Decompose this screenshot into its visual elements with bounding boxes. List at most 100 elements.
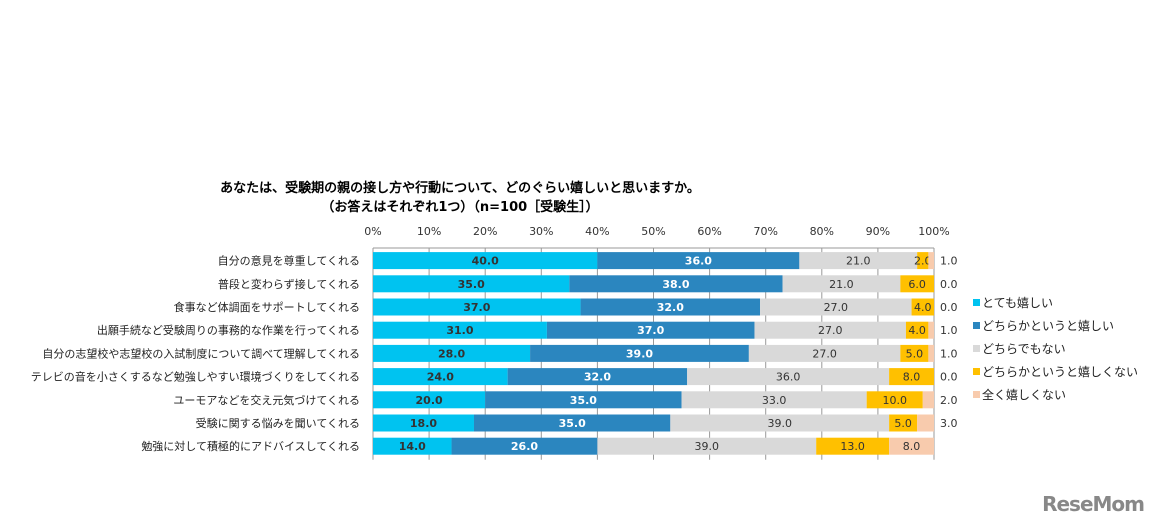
bar-segment [373, 321, 547, 339]
resemom-logo: ReseMom [1042, 492, 1145, 516]
legend-swatch [973, 368, 980, 375]
data-label: 14.0 [399, 440, 426, 453]
bar-segment [900, 275, 934, 293]
legend-label: どちらかというと嬉しくない [982, 365, 1139, 379]
bar-segment [905, 321, 929, 339]
data-label: 3.0 [940, 417, 958, 430]
data-label: 24.0 [427, 371, 454, 384]
bar-segment [799, 252, 918, 270]
bar-segment [917, 414, 934, 432]
legend-label: どちらかというと嬉しい [982, 319, 1115, 333]
x-tick-label: 60% [697, 225, 721, 238]
category-label: 自分の志望校や志望校の入試制度について調べて理解してくれる [42, 346, 360, 360]
bar-segment [928, 252, 934, 270]
bar-segment [569, 275, 783, 293]
bar-segment [507, 368, 688, 386]
data-label: 13.0 [840, 440, 865, 453]
data-label: 21.0 [846, 255, 871, 268]
data-label: 32.0 [584, 371, 611, 384]
data-label: 2.0 [940, 394, 958, 407]
bar-segment [889, 414, 918, 432]
data-label: 1.0 [940, 255, 958, 268]
legend-item: どちらかというと嬉しくない [973, 360, 1138, 383]
category-label: 受験に関する悩みを聞いてくれる [196, 416, 360, 430]
data-label: 8.0 [903, 440, 921, 453]
data-label: 36.0 [685, 255, 712, 268]
bar-segment [748, 344, 901, 362]
bar-segment [922, 391, 934, 409]
category-label: 普段と変わらず接してくれる [218, 277, 360, 291]
data-label: 21.0 [829, 278, 854, 291]
bar-segment [687, 368, 890, 386]
data-label: 20.0 [416, 394, 443, 407]
data-label: 31.0 [446, 324, 473, 337]
data-label: 27.0 [812, 347, 837, 360]
data-label: 1.0 [940, 324, 958, 337]
data-label: 0.0 [940, 278, 958, 291]
bar-segment [473, 414, 671, 432]
data-label: 2.0 [914, 255, 932, 268]
bar-segment [373, 437, 452, 455]
data-label: 0.0 [940, 301, 958, 314]
x-tick-label: 10% [417, 225, 441, 238]
data-label: 37.0 [463, 301, 490, 314]
bar-segment [911, 298, 934, 316]
legend: とても嬉しい どちらかというと嬉しい どちらでもない どちらかというと嬉しくない 全く嬉… [973, 291, 1138, 406]
data-label: 26.0 [511, 440, 538, 453]
data-label: 0.0 [940, 371, 958, 384]
x-tick-label: 40% [585, 225, 609, 238]
data-label: 5.0 [894, 417, 912, 430]
bar-segment [597, 437, 817, 455]
data-label: 35.0 [559, 417, 586, 430]
data-label: 39.0 [767, 417, 792, 430]
legend-swatch [973, 299, 980, 306]
data-label: 5.0 [906, 347, 924, 360]
bar-segment [546, 321, 755, 339]
x-tick-label: 0% [364, 225, 381, 238]
bar-segment [928, 344, 934, 362]
data-label: 10.0 [882, 394, 907, 407]
x-tick-label: 50% [641, 225, 665, 238]
bar-segment [373, 275, 570, 293]
data-label: 18.0 [410, 417, 437, 430]
x-tick-label: 80% [810, 225, 834, 238]
x-tick-label: 30% [529, 225, 553, 238]
data-label: 32.0 [657, 301, 684, 314]
data-label: 39.0 [695, 440, 720, 453]
data-label: 28.0 [438, 347, 465, 360]
data-label: 38.0 [662, 278, 689, 291]
x-tick-label: 100% [918, 225, 949, 238]
category-label: 勉強に対して積極的にアドバイスしてくれる [141, 439, 360, 453]
bar-segment [760, 298, 912, 316]
data-label: 4.0 [908, 324, 926, 337]
chart-title: あなたは、受験期の親の接し方や行動について、どのぐらい嬉しいと思いますか。 [220, 181, 700, 196]
bar-segment [866, 391, 923, 409]
legend-item: どちらでもない [973, 337, 1138, 360]
legend-swatch [973, 322, 980, 329]
category-label: 出願手続など受験周りの事務的な作業を行ってくれる [97, 323, 360, 337]
data-label: 27.0 [824, 301, 849, 314]
bar-segment [485, 391, 682, 409]
category-label: 食事など体調面をサポートしてくれる [174, 300, 360, 314]
bar-segment [917, 252, 929, 270]
data-label: 6.0 [908, 278, 926, 291]
data-label: 27.0 [818, 324, 843, 337]
bar-segment [928, 321, 934, 339]
category-label: テレビの音を小さくするなど勉強しやすい環境づくりをしてくれる [31, 370, 360, 384]
bar-segment [373, 391, 486, 409]
legend-label: 全く嬉しくない [982, 388, 1067, 402]
bar-segment [670, 414, 890, 432]
bar-segment [373, 344, 531, 362]
bar-segment [597, 252, 800, 270]
x-tick-label: 20% [473, 225, 497, 238]
bar-segment [816, 437, 890, 455]
data-label: 40.0 [472, 255, 499, 268]
data-label: 39.0 [626, 347, 653, 360]
data-label: 36.0 [776, 371, 801, 384]
bar-segment [530, 344, 749, 362]
x-tick-label: 70% [753, 225, 777, 238]
legend-label: どちらでもない [982, 342, 1066, 356]
bar-segment [580, 298, 761, 316]
bar-segment [754, 321, 906, 339]
legend-swatch [973, 391, 980, 398]
